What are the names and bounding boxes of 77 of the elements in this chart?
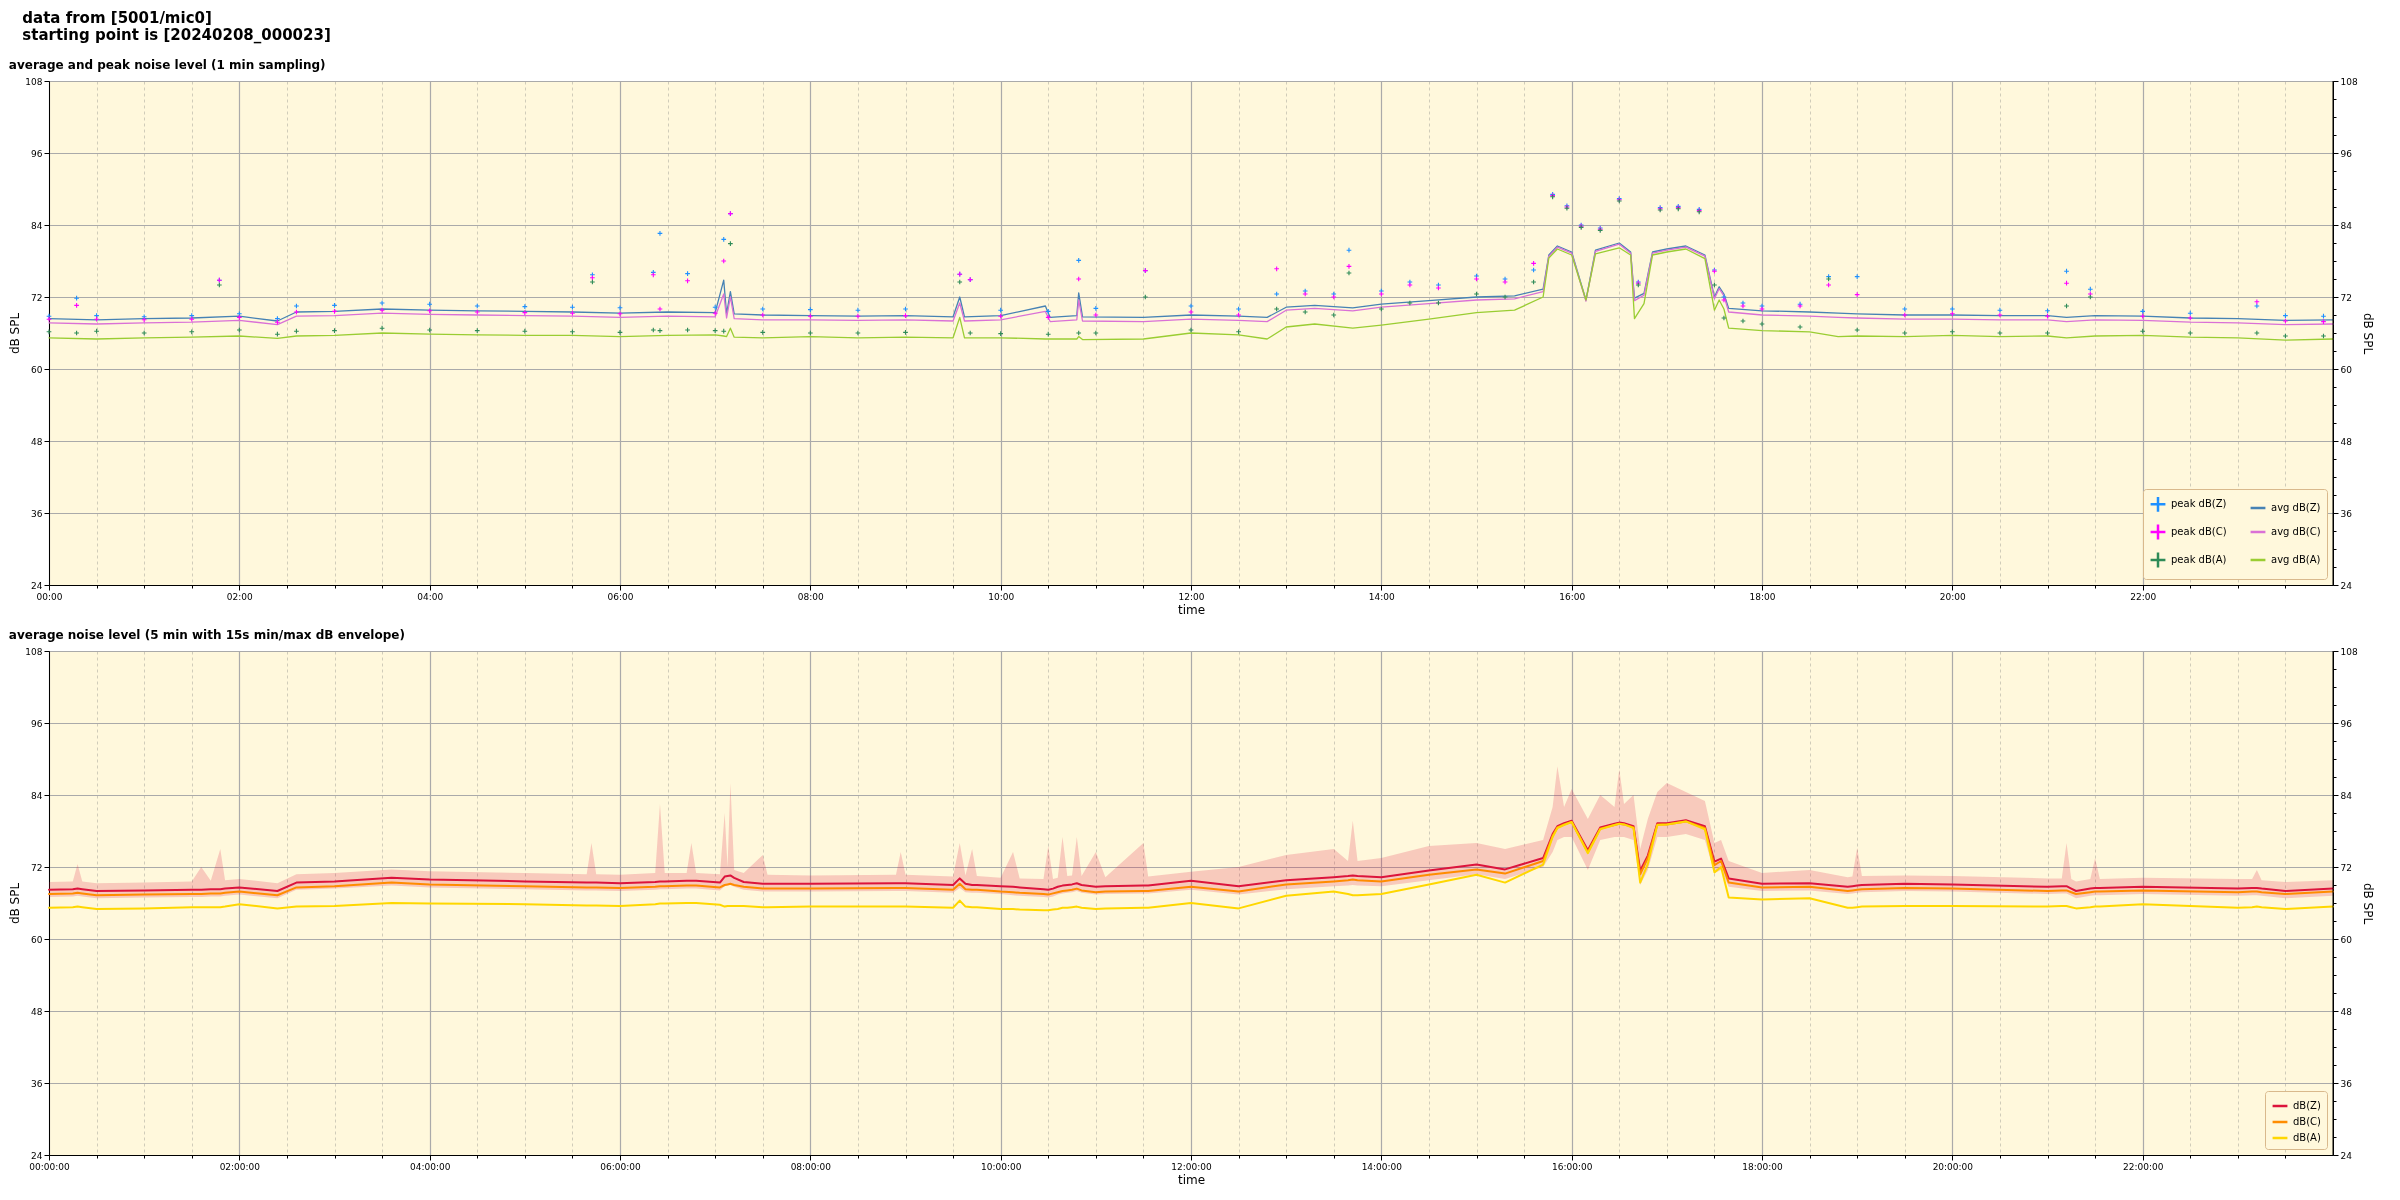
y2-tick-label: 96 <box>2340 718 2353 729</box>
x-tick-label: 16:00 <box>1559 591 1586 602</box>
y-tick-label: 108 <box>25 76 43 87</box>
x-axis-title: time <box>1177 602 1206 617</box>
y2-tick-label: 72 <box>2340 292 2352 303</box>
x-tick-label: 22:00:00 <box>2122 1161 2164 1172</box>
y2-tick-label: 36 <box>2340 1078 2353 1089</box>
y2-tick-label: 48 <box>2340 436 2353 447</box>
x-tick-label: 04:00:00 <box>409 1161 451 1172</box>
y-tick-label: 96 <box>31 148 43 159</box>
y2-axis-title: dB SPL <box>2360 312 2375 355</box>
x-tick-label: 02:00:00 <box>219 1161 261 1172</box>
legend-label: avg dB(C) <box>2271 526 2321 537</box>
y-tick-label: 72 <box>31 292 43 303</box>
y2-tick-label: 48 <box>2340 1006 2353 1017</box>
y2-tick-label: 24 <box>2340 1150 2353 1161</box>
x-tick-label: 06:00:00 <box>600 1161 641 1172</box>
x-tick-label: 18:00:00 <box>1742 1161 1783 1172</box>
y2-tick-label: 60 <box>2340 934 2353 945</box>
y2-tick-label: 96 <box>2340 148 2353 159</box>
y2-tick-label: 84 <box>2340 220 2353 231</box>
y2-tick-label: 108 <box>2340 76 2358 87</box>
x-tick-label: 14:00:00 <box>1361 1161 1403 1172</box>
y-tick-label: 36 <box>31 1078 43 1089</box>
x-tick-label: 10:00:00 <box>980 1161 1022 1172</box>
legend-label: dB(Z) <box>2293 1100 2321 1111</box>
x-tick-label: 04:00 <box>417 591 444 602</box>
text: starting point is [20240208_000023] <box>22 25 331 44</box>
y-axis-title: dB SPL <box>8 312 23 355</box>
y-tick-label: 48 <box>31 1006 43 1017</box>
y2-tick-label: 108 <box>2340 646 2358 657</box>
y-tick-label: 84 <box>31 220 43 231</box>
y-tick-label: 84 <box>31 790 43 801</box>
legend-label: dB(A) <box>2293 1132 2321 1143</box>
x-tick-label: 00:00 <box>36 591 63 602</box>
x-tick-label: 06:00 <box>607 591 634 602</box>
y2-tick-label: 60 <box>2340 364 2353 375</box>
x-tick-label: 00:00:00 <box>29 1161 70 1172</box>
x-axis-title: time <box>1177 1172 1206 1187</box>
y2-tick-label: 84 <box>2340 790 2353 801</box>
y-tick-label: 96 <box>31 718 43 729</box>
x-tick-label: 22:00 <box>2130 591 2157 602</box>
y2-axis-title: dB SPL <box>2360 882 2375 925</box>
x-tick-label: 08:00 <box>797 591 825 602</box>
x-tick-label: 14:00 <box>1368 591 1396 602</box>
x-tick-label: 16:00:00 <box>1551 1161 1593 1172</box>
x-tick-label: 12:00 <box>1178 591 1205 602</box>
y-axis-title: dB SPL <box>8 882 23 925</box>
chart-title: average noise level (5 min with 15s min/max dB envelope) <box>8 628 405 642</box>
x-tick-label: 12:00:00 <box>1171 1161 1212 1172</box>
y-tick-label: 48 <box>31 436 43 447</box>
y-tick-label: 36 <box>31 508 43 519</box>
y2-tick-label: 24 <box>2340 580 2353 591</box>
x-tick-label: 20:00:00 <box>1932 1161 1974 1172</box>
legend-label: dB(C) <box>2293 1116 2322 1127</box>
text: data from [5001/mic0] <box>22 8 212 27</box>
line-series <box>48 820 2334 912</box>
legend-label: avg dB(A) <box>2271 554 2321 565</box>
legend-label: peak dB(A) <box>2171 554 2227 565</box>
y-tick-label: 72 <box>31 862 43 873</box>
y-tick-label: 60 <box>31 364 43 375</box>
y-tick-label: 60 <box>31 934 43 945</box>
x-tick-label: 02:00 <box>226 591 254 602</box>
x-tick-label: 18:00 <box>1749 591 1776 602</box>
y-tick-label: 24 <box>31 580 43 591</box>
legend-label: avg dB(Z) <box>2271 502 2321 513</box>
y-tick-label: 108 <box>25 646 43 657</box>
x-tick-label: 08:00:00 <box>790 1161 832 1172</box>
legend-label: peak dB(Z) <box>2171 498 2227 510</box>
x-tick-label: 10:00 <box>988 591 1015 602</box>
legend-label: peak dB(C) <box>2171 526 2227 537</box>
line-series <box>48 247 2334 341</box>
y-tick-label: 24 <box>31 1150 43 1161</box>
y2-tick-label: 36 <box>2340 508 2353 519</box>
x-tick-label: 20:00 <box>1939 591 1967 602</box>
chart-title: average and peak noise level (1 min sampling) <box>8 58 326 72</box>
y2-tick-label: 72 <box>2340 862 2352 873</box>
